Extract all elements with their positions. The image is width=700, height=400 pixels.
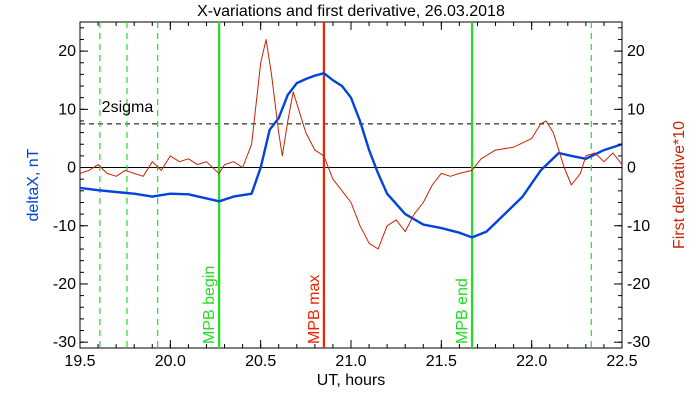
y-left-tick-label-0: 20 — [58, 43, 76, 60]
x-tick-label-6: 22.5 — [606, 353, 637, 370]
x-tick-label-0: 19.5 — [64, 353, 95, 370]
x-axis-label: UT, hours — [317, 372, 385, 389]
x-tick-label-2: 20.5 — [245, 353, 276, 370]
x-tick-label-3: 21.0 — [335, 353, 366, 370]
y-left-tick-label-4: -20 — [53, 276, 76, 293]
y-axis-label-right: First derivative*10 — [671, 121, 688, 249]
chart-title: X-variations and first derivative, 26.03… — [197, 3, 505, 20]
y-right-tick-label-1: 10 — [627, 101, 645, 118]
mpb-marker-label-1: MPB max — [306, 275, 323, 344]
y-axis-label-left: deltaX, nT — [25, 148, 42, 221]
mpb-marker-label-0: MPB begin — [201, 266, 218, 344]
mpb-marker-label-2: MPB end — [454, 278, 471, 344]
series-deltax-line — [80, 71, 622, 239]
y-left-tick-label-5: -30 — [53, 334, 76, 351]
y-right-tick-label-2: 0 — [627, 160, 636, 177]
y-right-tick-label-4: -20 — [627, 276, 650, 293]
x-tick-label-4: 21.5 — [426, 353, 457, 370]
x-tick-label-1: 20.0 — [155, 353, 186, 370]
x-tick-label-5: 22.0 — [516, 353, 547, 370]
series-derivative-line — [80, 39, 622, 250]
y-right-tick-label-5: -30 — [627, 334, 650, 351]
y-right-tick-label-0: 20 — [627, 43, 645, 60]
plot-frame — [79, 21, 623, 349]
sigma-label: 2sigma — [102, 99, 154, 116]
y-left-tick-label-2: 0 — [67, 160, 76, 177]
y-left-tick-label-3: -10 — [53, 218, 76, 235]
y-left-tick-label-1: 10 — [58, 101, 76, 118]
y-right-tick-label-3: -10 — [627, 218, 650, 235]
